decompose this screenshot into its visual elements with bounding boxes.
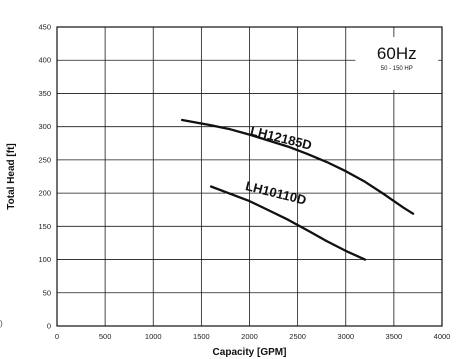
y-tick-label-50: 50 bbox=[43, 288, 51, 297]
series-label-lh12185d: LH12185D bbox=[249, 123, 314, 153]
y-axis-ticks: 0 50 100 150 200 250 300 350 400 450 bbox=[38, 23, 51, 331]
frequency-badge-box bbox=[355, 36, 439, 91]
y-tick-label-400: 400 bbox=[38, 56, 51, 65]
plot-frame bbox=[56, 26, 443, 327]
y-tick-label-0: 0 bbox=[47, 322, 51, 331]
x-axis-ticks: 0 500 1000 1500 2000 2500 3000 3500 4000 bbox=[55, 332, 450, 341]
frequency-badge-sub: 50 - 150 HP bbox=[381, 66, 413, 72]
y-tick-label-450: 450 bbox=[38, 23, 51, 32]
y-tick-label-150: 150 bbox=[38, 222, 51, 231]
x-tick-label-3000: 3000 bbox=[337, 332, 354, 341]
y-axis-title: Total Head [ft] bbox=[6, 143, 17, 209]
frequency-badge: 60Hz 50 - 150 HP bbox=[355, 36, 439, 91]
left-edge-mark: ) bbox=[0, 319, 3, 328]
y-tick-label-200: 200 bbox=[38, 189, 51, 198]
plot-border bbox=[56, 26, 443, 327]
x-tick-label-2500: 2500 bbox=[289, 332, 306, 341]
x-tick-label-0: 0 bbox=[55, 332, 59, 341]
frequency-badge-main: 60Hz bbox=[377, 44, 417, 63]
x-tick-label-1000: 1000 bbox=[145, 332, 162, 341]
series-line-lh12185d bbox=[180, 118, 415, 215]
y-tick-label-250: 250 bbox=[38, 155, 51, 164]
x-tick-label-3500: 3500 bbox=[386, 332, 403, 341]
y-tick-label-100: 100 bbox=[38, 255, 51, 264]
y-tick-label-350: 350 bbox=[38, 89, 51, 98]
grid bbox=[56, 26, 443, 327]
y-tick-label-300: 300 bbox=[38, 122, 51, 131]
x-tick-label-500: 500 bbox=[99, 332, 112, 341]
x-tick-label-1500: 1500 bbox=[193, 332, 210, 341]
x-axis-title: Capacity [GPM] bbox=[213, 347, 287, 358]
series-line-lh10110d bbox=[209, 185, 367, 261]
x-tick-label-2000: 2000 bbox=[241, 332, 258, 341]
x-tick-label-4000: 4000 bbox=[434, 332, 451, 341]
